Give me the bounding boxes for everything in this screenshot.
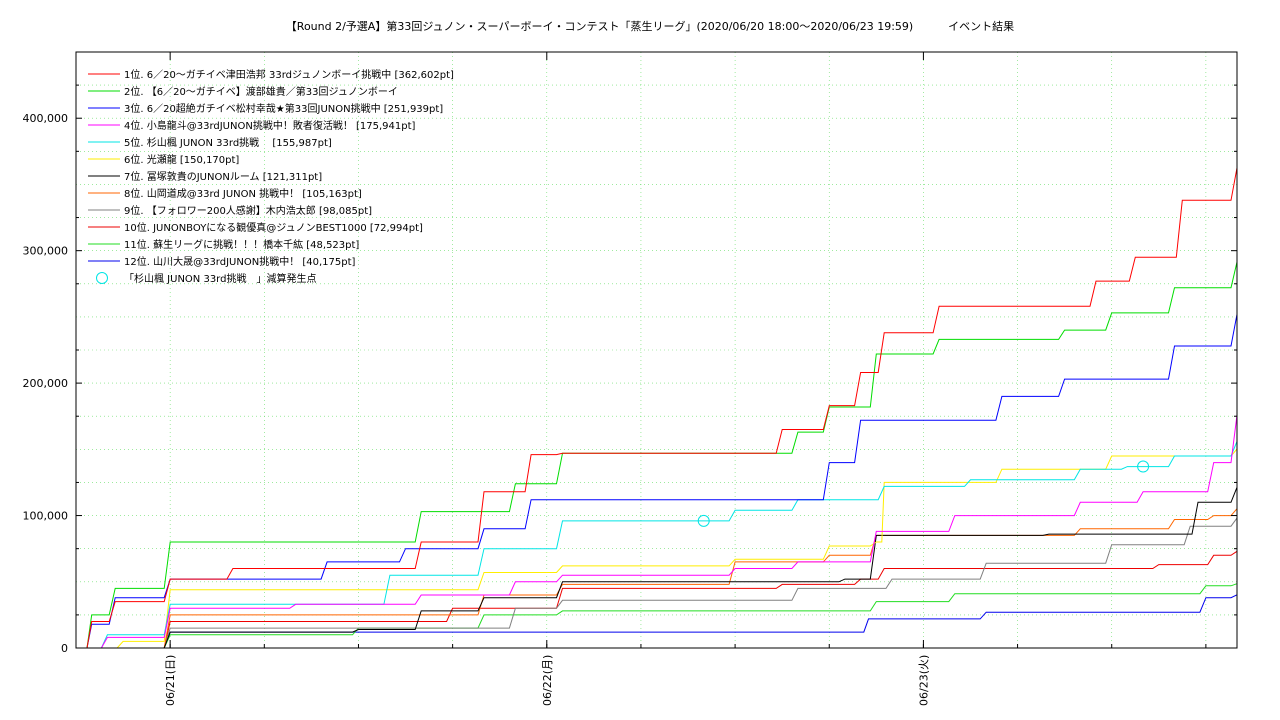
series-line xyxy=(76,508,1238,649)
series-line xyxy=(76,314,1238,649)
reduction-marker xyxy=(1137,460,1150,473)
y-tick-label: 400,000 xyxy=(23,112,69,125)
series-line xyxy=(76,594,1238,649)
legend-label: 12位. 山川大晟@33rdJUNON挑戦中！ [40,175pt] xyxy=(124,255,356,268)
legend-label: 2位. 【6／20〜ガチイベ】渡部雄貴／第33回ジュノンボーイ xyxy=(124,85,398,98)
x-tick-label: 06/23(火) xyxy=(917,655,930,706)
legend-label: 6位. 光瀬龍 [150,170pt] xyxy=(124,153,239,166)
series-line xyxy=(76,487,1238,649)
legend: 1位. 6／20〜ガチイベ津田浩邦 33rdジュノンボーイ挑戦中 [362,60… xyxy=(88,68,454,285)
reduction-markers xyxy=(697,460,1150,527)
series-line xyxy=(76,583,1238,649)
grid xyxy=(76,52,1237,648)
legend-label: 9位. 【フォロワー200人感謝】木内浩太郎 [98,085pt] xyxy=(124,204,372,217)
series-line xyxy=(76,550,1238,649)
y-tick-label: 0 xyxy=(61,642,68,655)
series-line xyxy=(76,167,1238,649)
legend-label: 11位. 蘇生リーグに挑戦！！！橋本千紘 [48,523pt] xyxy=(124,238,359,251)
axis-ticks: 0 100,000 200,000 300,000 400,000 06/21(日) 06/… xyxy=(23,52,1237,706)
legend-label: 8位. 山岡道成@33rd JUNON 挑戦中！ [105,163pt] xyxy=(124,187,362,200)
series-line xyxy=(76,414,1238,649)
reduction-marker xyxy=(697,514,710,527)
y-tick-label: 100,000 xyxy=(23,510,69,523)
series-lines xyxy=(76,167,1238,649)
legend-label: 3位. 6／20超絶ガチイベ松村幸哉★第33回JUNON挑戦中 [251,939… xyxy=(124,102,443,115)
legend-label: 7位. 冨塚敦貴のJUNONルーム [121,311pt] xyxy=(124,170,322,183)
legend-label: 10位. JUNONBOYになる観優真@ジュノンBEST1000 [72,994… xyxy=(124,221,423,234)
y-tick-label: 300,000 xyxy=(23,245,69,258)
series-line xyxy=(76,448,1238,649)
y-tick-label: 200,000 xyxy=(23,377,69,390)
chart-title: 【Round 2/予選A】第33回ジュノン・スーパーボーイ・コンテスト「蒸生リー… xyxy=(285,20,1015,33)
legend-marker-label: 「杉山楓 JUNON 33rd挑戦 」減算発生点 xyxy=(124,272,316,285)
x-tick-label: 06/22(月) xyxy=(541,655,554,706)
series-line xyxy=(76,441,1238,649)
legend-marker-swatch xyxy=(96,272,108,284)
legend-label: 1位. 6／20〜ガチイベ津田浩邦 33rdジュノンボーイ挑戦中 [362,60… xyxy=(124,68,454,81)
series-line xyxy=(76,517,1238,649)
x-tick-label: 06/21(日) xyxy=(164,655,177,706)
legend-label: 5位. 杉山楓 JUNON 33rd挑戦 [155,987pt] xyxy=(124,136,332,149)
legend-label: 4位. 小島龍斗@33rdJUNON挑戦中！敗者復活戦！ [175,941pt] xyxy=(124,119,416,132)
